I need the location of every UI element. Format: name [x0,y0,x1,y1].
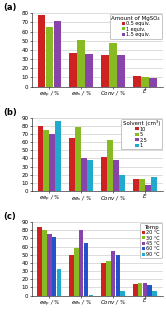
Bar [38,126,43,191]
Legend: 20 °C, 30 °C, 45 °C, 60 °C, 90 °C: 20 °C, 30 °C, 45 °C, 60 °C, 90 °C [140,223,162,258]
Bar [57,269,61,295]
Bar [120,291,125,295]
Bar [52,237,56,295]
Bar [85,55,93,87]
Bar [38,227,42,295]
Legend: 0.5 equiv., 1 equiv., 1.5 equiv.: 0.5 equiv., 1 equiv., 1.5 equiv. [110,14,162,38]
Bar [138,283,142,295]
Bar [119,175,125,191]
Bar [116,255,120,295]
Bar [145,185,151,191]
Bar [113,160,119,191]
Bar [148,285,152,295]
Text: (c): (c) [3,212,16,222]
Bar [152,291,157,295]
Bar [133,76,141,87]
Bar [149,78,157,87]
Bar [139,179,145,191]
Bar [75,127,81,191]
Bar [74,248,79,295]
Bar [49,134,55,191]
Bar [106,261,111,295]
Bar [141,77,149,87]
Bar [151,177,157,191]
Bar [117,56,125,87]
Bar [69,255,74,295]
Bar [43,130,49,191]
Bar [143,283,147,295]
Text: (b): (b) [3,108,17,117]
Legend: 10, 5, 2.5, 1: 10, 5, 2.5, 1 [121,119,162,149]
Bar [133,179,139,191]
Bar [47,233,52,295]
Bar [42,230,47,295]
Bar [101,157,107,191]
Bar [101,263,106,295]
Bar [101,56,109,87]
Bar [133,284,138,295]
Bar [55,121,61,191]
Bar [45,27,53,87]
Bar [77,40,85,87]
Bar [79,230,83,295]
Bar [84,242,88,295]
Bar [107,140,113,191]
Bar [53,21,61,87]
Bar [81,158,87,191]
Bar [111,251,115,295]
Bar [87,160,93,191]
Bar [38,15,45,87]
Bar [109,43,117,87]
Text: (a): (a) [3,3,16,12]
Bar [69,53,77,87]
Bar [69,138,75,191]
